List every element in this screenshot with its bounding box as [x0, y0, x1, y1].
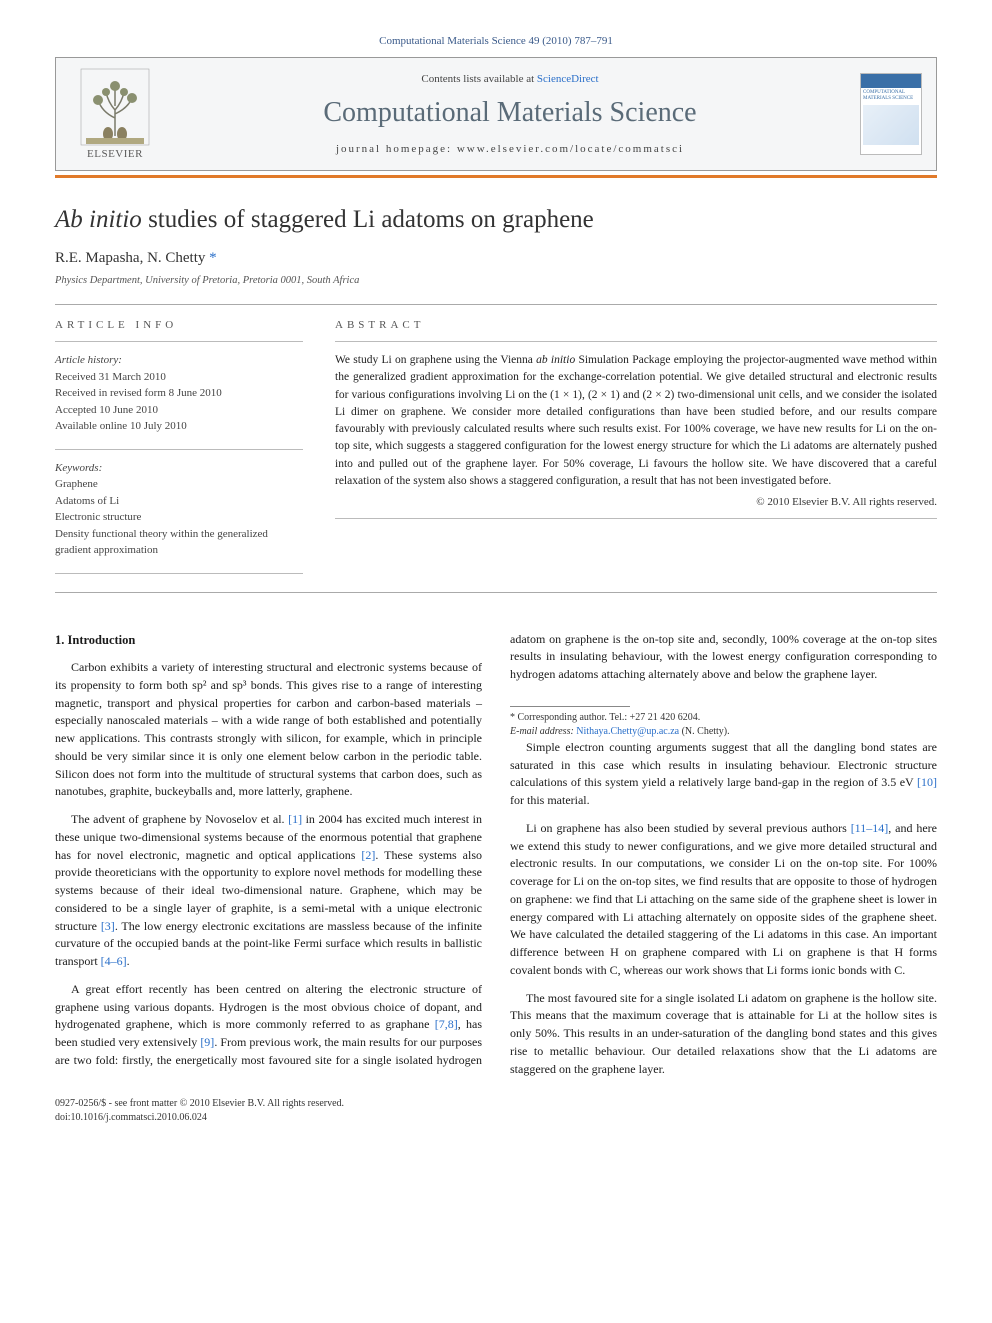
keyword: Adatoms of Li: [55, 493, 303, 510]
citation-link[interactable]: [3]: [101, 919, 115, 933]
header-center: Contents lists available at ScienceDirec…: [160, 73, 860, 155]
title-rest: studies of staggered Li adatoms on graph…: [142, 206, 594, 233]
homepage-url[interactable]: www.elsevier.com/locate/commatsci: [457, 143, 684, 155]
divider: [55, 592, 937, 593]
corresponding-footnote: * Corresponding author. Tel.: +27 21 420…: [510, 711, 937, 739]
cover-text: COMPUTATIONAL MATERIALS SCIENCE: [861, 88, 921, 103]
citation-link[interactable]: [9]: [200, 1035, 214, 1049]
info-abstract-row: ARTICLE INFO Article history: Received 3…: [55, 319, 937, 584]
footnote-separator: [510, 706, 630, 707]
orange-divider: [55, 175, 937, 178]
journal-header: ELSEVIER Contents lists available at Sci…: [55, 57, 937, 171]
contents-prefix: Contents lists available at: [421, 73, 536, 85]
history-accepted: Accepted 10 June 2010: [55, 402, 303, 419]
footnote-tel: * Corresponding author. Tel.: +27 21 420…: [510, 711, 937, 725]
info-label: ARTICLE INFO: [55, 319, 303, 331]
abstract-copyright: © 2010 Elsevier B.V. All rights reserved…: [335, 496, 937, 508]
history-heading: Article history:: [55, 352, 303, 369]
body-columns: 1. Introduction Carbon exhibits a variet…: [55, 631, 937, 1079]
elsevier-label: ELSEVIER: [87, 148, 143, 160]
email-label: E-mail address:: [510, 726, 574, 737]
citation-link[interactable]: [11–14]: [851, 821, 889, 835]
corresponding-star: *: [209, 250, 217, 266]
abstract-text: We study Li on graphene using the Vienna…: [335, 352, 937, 490]
elsevier-block: ELSEVIER: [70, 68, 160, 160]
footer-doi: doi:10.1016/j.commatsci.2010.06.024: [55, 1111, 937, 1125]
abstract-italic: ab initio: [536, 354, 575, 366]
body-paragraph: Carbon exhibits a variety of interesting…: [55, 659, 482, 801]
elsevier-tree-icon: [80, 68, 150, 146]
affiliation: Physics Department, University of Pretor…: [55, 275, 937, 286]
keyword: Graphene: [55, 476, 303, 493]
body-paragraph: Li on graphene has also been studied by …: [510, 820, 937, 980]
abstract-label: ABSTRACT: [335, 319, 937, 331]
text: A great effort recently has been centred…: [55, 982, 482, 1032]
journal-cover-thumb: COMPUTATIONAL MATERIALS SCIENCE: [860, 73, 922, 155]
text: for this material.: [510, 793, 590, 807]
article-info-column: ARTICLE INFO Article history: Received 3…: [55, 319, 303, 584]
abstract-part-b: Simulation Package employing the project…: [335, 354, 937, 487]
top-citation: Computational Materials Science 49 (2010…: [55, 35, 937, 47]
citation-link[interactable]: [4–6]: [101, 954, 127, 968]
text: .: [127, 954, 130, 968]
history-online: Available online 10 July 2010: [55, 418, 303, 435]
body-paragraph: Simple electron counting arguments sugge…: [510, 739, 937, 810]
authors-names: R.E. Mapasha, N. Chetty: [55, 250, 205, 266]
keyword: Electronic structure: [55, 509, 303, 526]
citation-link[interactable]: [2]: [361, 848, 375, 862]
text: Simple electron counting arguments sugge…: [510, 740, 937, 790]
text: , and here we extend this study to newer…: [510, 821, 937, 977]
history-revised: Received in revised form 8 June 2010: [55, 385, 303, 402]
citation-link[interactable]: [7,8]: [435, 1017, 458, 1031]
citation-link[interactable]: [1]: [288, 812, 302, 826]
homepage-prefix: journal homepage:: [336, 143, 457, 155]
divider: [55, 449, 303, 450]
body-paragraph: The most favoured site for a single isol…: [510, 990, 937, 1079]
section-heading: 1. Introduction: [55, 631, 482, 650]
keywords-heading: Keywords:: [55, 460, 303, 477]
email-link[interactable]: Nithaya.Chetty@up.ac.za: [576, 726, 679, 737]
email-suffix: (N. Chetty).: [679, 726, 730, 737]
article-title: Ab initio studies of staggered Li adatom…: [55, 206, 937, 234]
journal-name: Computational Materials Science: [160, 97, 860, 129]
history-received: Received 31 March 2010: [55, 369, 303, 386]
abstract-column: ABSTRACT We study Li on graphene using t…: [335, 319, 937, 584]
sciencedirect-link[interactable]: ScienceDirect: [537, 73, 599, 85]
keyword: Density functional theory within the gen…: [55, 526, 303, 559]
homepage-line: journal homepage: www.elsevier.com/locat…: [160, 143, 860, 155]
text: The advent of graphene by Novoselov et a…: [71, 812, 288, 826]
divider: [55, 573, 303, 574]
footer-front-matter: 0927-0256/$ - see front matter © 2010 El…: [55, 1097, 937, 1111]
abstract-part-a: We study Li on graphene using the Vienna: [335, 354, 536, 366]
divider: [335, 518, 937, 519]
keywords-block: Keywords: Graphene Adatoms of Li Electro…: [55, 460, 303, 559]
divider: [55, 304, 937, 305]
divider: [55, 341, 303, 342]
contents-line: Contents lists available at ScienceDirec…: [160, 73, 860, 85]
text: Li on graphene has also been studied by …: [526, 821, 851, 835]
divider: [335, 341, 937, 342]
authors-line: R.E. Mapasha, N. Chetty *: [55, 250, 937, 267]
body-paragraph: The advent of graphene by Novoselov et a…: [55, 811, 482, 971]
footer-block: 0927-0256/$ - see front matter © 2010 El…: [55, 1097, 937, 1125]
citation-link[interactable]: [10]: [917, 775, 937, 789]
article-history: Article history: Received 31 March 2010 …: [55, 352, 303, 435]
title-italic: Ab initio: [55, 206, 142, 233]
